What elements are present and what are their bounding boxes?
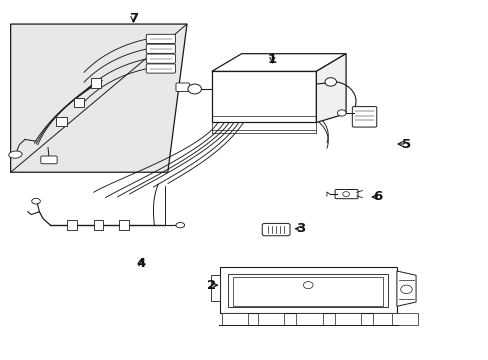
- Bar: [93, 220, 103, 230]
- Bar: [228, 274, 387, 307]
- Bar: [211, 71, 316, 122]
- Bar: [232, 277, 383, 306]
- FancyBboxPatch shape: [41, 156, 57, 164]
- Polygon shape: [396, 271, 415, 306]
- Bar: [372, 313, 399, 325]
- Bar: [56, 117, 66, 126]
- FancyBboxPatch shape: [146, 54, 175, 63]
- Circle shape: [400, 285, 411, 294]
- Bar: [210, 275, 219, 301]
- FancyBboxPatch shape: [176, 83, 189, 91]
- Polygon shape: [316, 54, 346, 122]
- Circle shape: [187, 84, 201, 94]
- Bar: [119, 220, 128, 230]
- Circle shape: [325, 78, 336, 86]
- Text: 4: 4: [137, 257, 146, 270]
- Ellipse shape: [9, 151, 22, 158]
- Bar: [74, 98, 84, 107]
- Text: 6: 6: [372, 190, 382, 203]
- Text: 1: 1: [267, 53, 276, 66]
- FancyBboxPatch shape: [351, 107, 376, 127]
- Bar: [257, 313, 284, 325]
- Bar: [222, 313, 248, 325]
- Circle shape: [303, 282, 312, 289]
- FancyBboxPatch shape: [146, 44, 175, 53]
- Bar: [90, 78, 101, 87]
- FancyBboxPatch shape: [334, 189, 357, 199]
- Bar: [67, 220, 77, 230]
- FancyBboxPatch shape: [146, 64, 175, 73]
- FancyBboxPatch shape: [146, 34, 175, 44]
- Bar: [296, 313, 322, 325]
- Polygon shape: [11, 24, 186, 172]
- Bar: [334, 313, 360, 325]
- Ellipse shape: [32, 198, 41, 204]
- Polygon shape: [211, 54, 346, 71]
- Ellipse shape: [176, 222, 184, 228]
- Bar: [391, 313, 418, 325]
- Text: 3: 3: [296, 222, 305, 235]
- Text: 7: 7: [128, 12, 138, 25]
- Circle shape: [342, 192, 349, 197]
- Bar: [219, 267, 396, 313]
- Text: 5: 5: [401, 138, 410, 150]
- Circle shape: [337, 110, 346, 116]
- Text: 2: 2: [207, 279, 216, 292]
- FancyBboxPatch shape: [262, 224, 289, 236]
